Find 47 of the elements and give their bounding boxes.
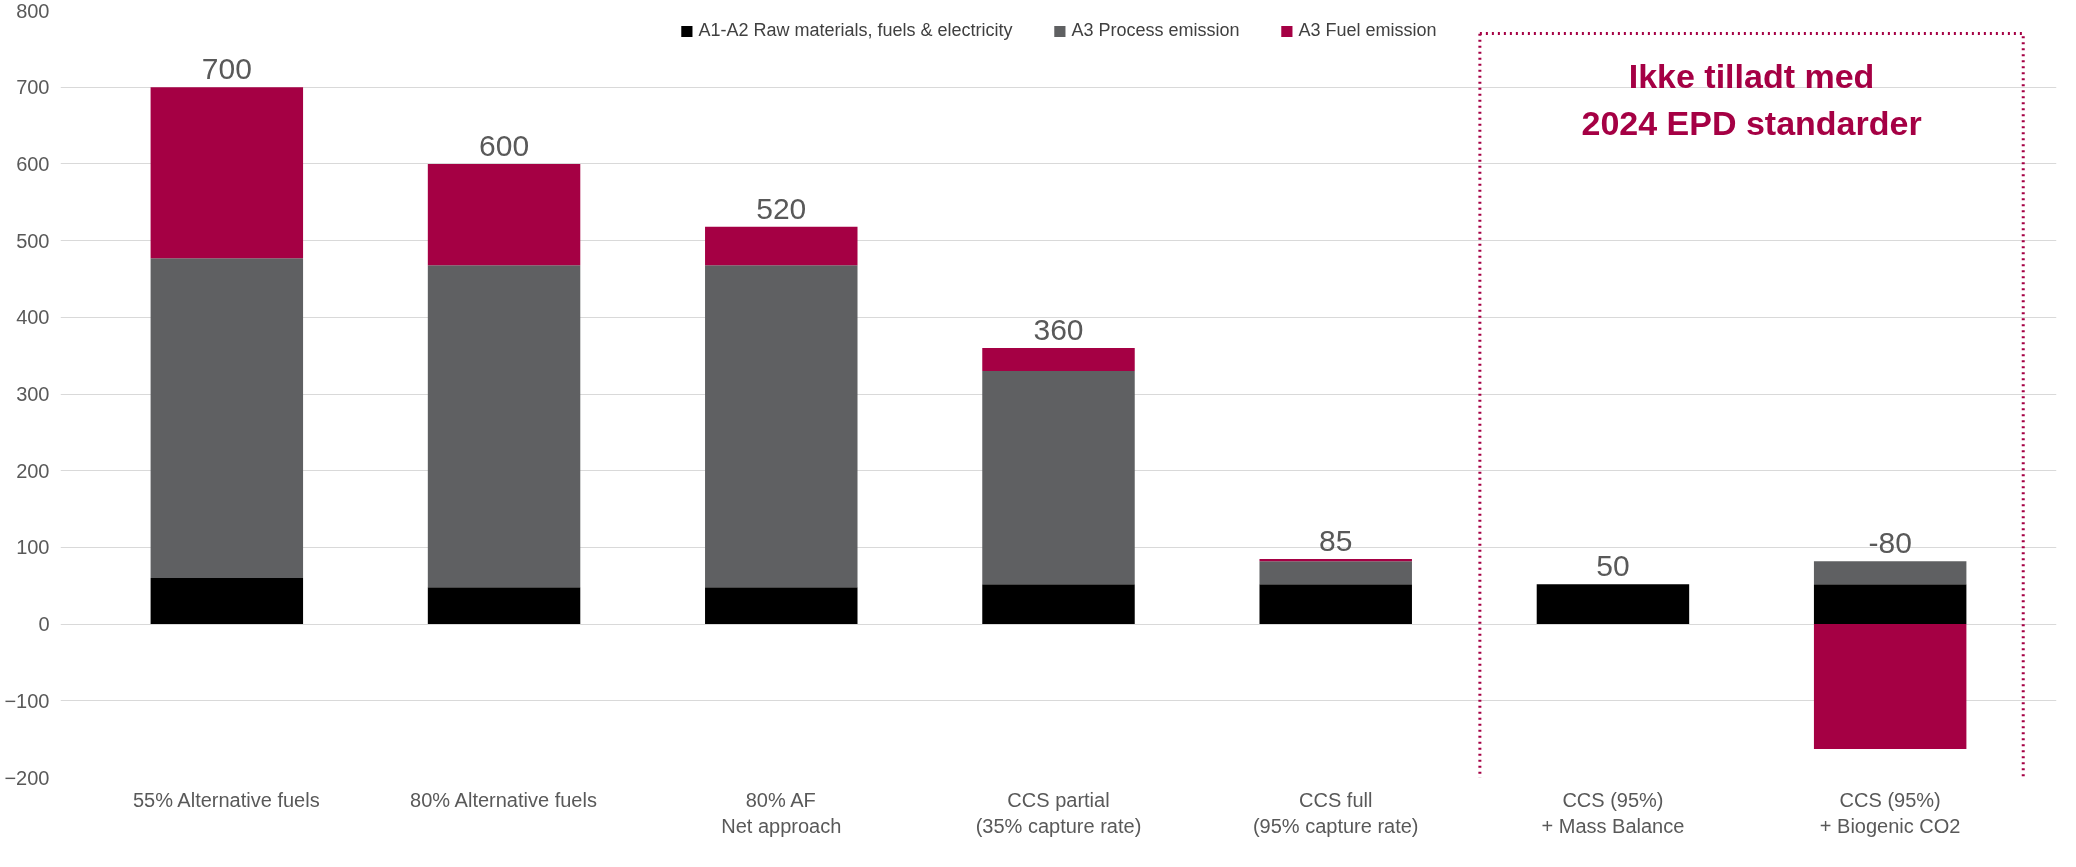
bar — [982, 584, 1135, 625]
total-label: -80 — [1868, 526, 1912, 560]
y-tick-label: 300 — [16, 383, 50, 405]
total-label: 50 — [1596, 549, 1630, 583]
bar — [150, 87, 304, 259]
x-tick-label: CCS full (95% capture rate) — [1252, 788, 1419, 837]
x-tick-label: CCS (95%) + Mass Balance — [1541, 788, 1685, 837]
x-tick-label: CCS partial (35% capture rate) — [975, 788, 1142, 837]
y-tick-label: 100 — [16, 536, 50, 559]
x-tick-label: CCS (95%) + Biogenic CO2 — [1819, 788, 1961, 837]
y-tick-label: 700 — [16, 76, 50, 99]
x-tick-label: 80% AF Net approach — [721, 788, 842, 837]
y-tick-label: 800 — [16, 0, 50, 22]
legend-label: A1-A2 Raw materials, fuels & electricity — [698, 20, 1013, 41]
x-tick-label: 55% Alternative fuels — [132, 788, 320, 811]
bar — [705, 587, 858, 625]
x-tick-label: 80% Alternative fuels — [410, 788, 597, 811]
y-tick-label: −100 — [4, 689, 50, 712]
bar — [150, 578, 304, 625]
y-tick-label: 400 — [16, 306, 50, 329]
bar — [1259, 561, 1412, 585]
y-tick-label: −200 — [4, 766, 50, 789]
y-tick-label: 0 — [38, 613, 50, 636]
bar — [1813, 561, 1967, 585]
annotation: Ikke tilladt med 2024 EPD standarder — [1581, 56, 1922, 143]
total-label: 85 — [1319, 523, 1353, 557]
y-tick-label: 200 — [16, 459, 50, 482]
bar — [427, 587, 581, 625]
bar — [705, 226, 858, 266]
bar — [982, 347, 1135, 371]
legend-label: A3 Fuel emission — [1298, 20, 1437, 41]
bar — [1813, 584, 1967, 625]
total-label: 520 — [756, 191, 807, 225]
y-tick-label: 500 — [16, 229, 50, 252]
bar — [427, 163, 581, 266]
total-label: 700 — [201, 52, 252, 86]
y-tick-label: 600 — [16, 152, 50, 175]
bar — [1536, 584, 1690, 625]
bar — [705, 265, 858, 588]
total-label: 360 — [1033, 312, 1084, 346]
bar — [1813, 624, 1967, 750]
bar — [1259, 584, 1412, 625]
bar — [150, 258, 304, 579]
bar — [427, 265, 581, 588]
total-label: 600 — [479, 128, 530, 162]
legend-label: A3 Process emission — [1071, 20, 1240, 41]
bar — [982, 370, 1135, 585]
